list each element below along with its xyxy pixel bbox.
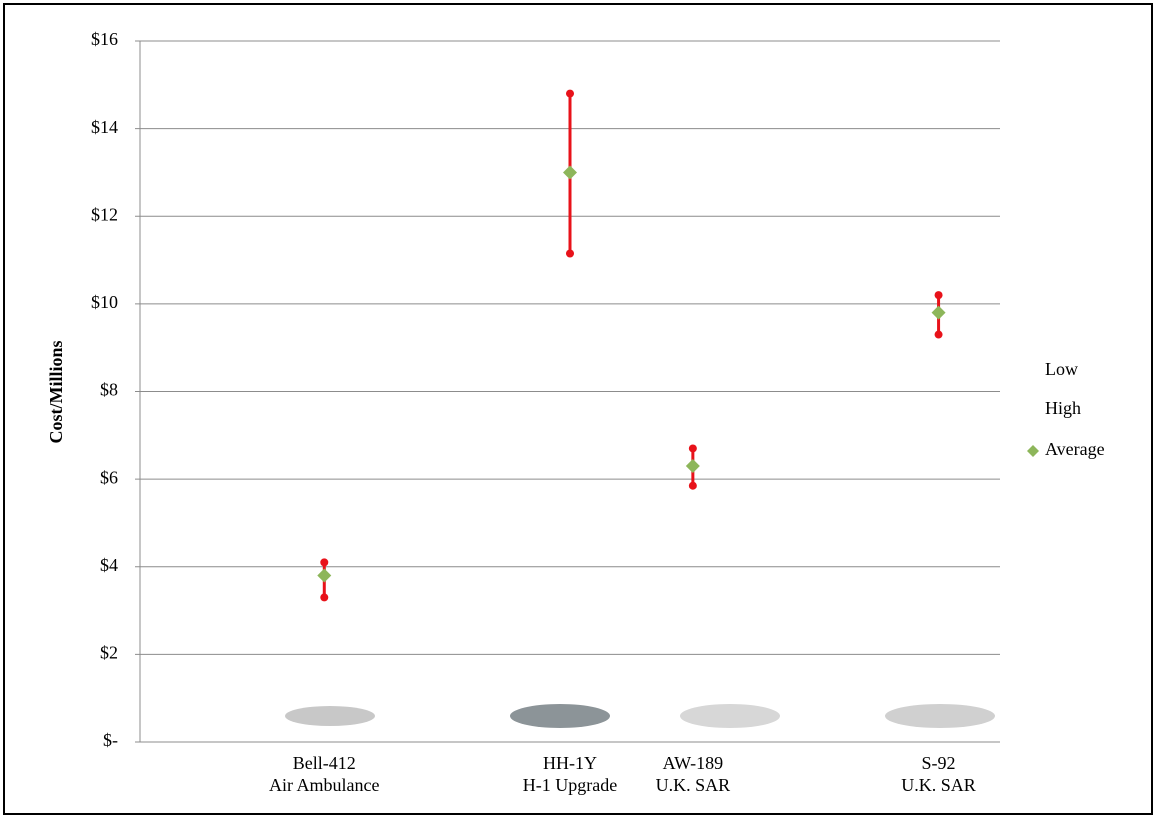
high-point: [689, 444, 697, 452]
low-point: [935, 331, 943, 339]
x-tick-label: AW-189 U.K. SAR: [593, 752, 793, 796]
legend-label: High: [1045, 398, 1081, 418]
y-tick-label: $2: [100, 643, 118, 663]
low-point: [566, 249, 574, 257]
y-axis-label: Cost/Millions: [46, 340, 66, 443]
x-tick-label: Bell-412 Air Ambulance: [224, 752, 424, 796]
average-point: [932, 306, 946, 320]
legend-label: Low: [1045, 359, 1078, 379]
y-tick-label: $16: [91, 29, 118, 49]
helicopter-image: [885, 704, 995, 728]
helicopter-image: [285, 706, 375, 726]
average-point: [317, 569, 331, 583]
low-point: [689, 482, 697, 490]
average-point: [686, 459, 700, 473]
x-tick-label: S-92 U.K. SAR: [839, 752, 1039, 796]
y-tick-label: $6: [100, 467, 118, 487]
y-tick-label: $12: [91, 204, 118, 224]
low-point: [320, 593, 328, 601]
legend-label: Average: [1045, 439, 1105, 459]
y-tick-label: $10: [91, 292, 118, 312]
page: {"chart_data": {"type": "hilo", "y_axis_…: [0, 0, 1156, 818]
y-tick-label: $4: [100, 555, 118, 575]
high-point: [320, 558, 328, 566]
y-tick-label: $-: [103, 730, 118, 750]
legend-marker: [1027, 445, 1039, 457]
average-point: [563, 165, 577, 179]
helicopter-image: [680, 704, 780, 728]
helicopter-images: [285, 704, 995, 728]
helicopter-image: [510, 704, 610, 728]
y-tick-label: $14: [91, 117, 118, 137]
high-point: [935, 291, 943, 299]
y-tick-label: $8: [100, 380, 118, 400]
high-point: [566, 90, 574, 98]
chart: Cost/Millions $- $2 $4 $6 $8 $10 $12 $14 $16 Low H…: [0, 0, 1156, 818]
